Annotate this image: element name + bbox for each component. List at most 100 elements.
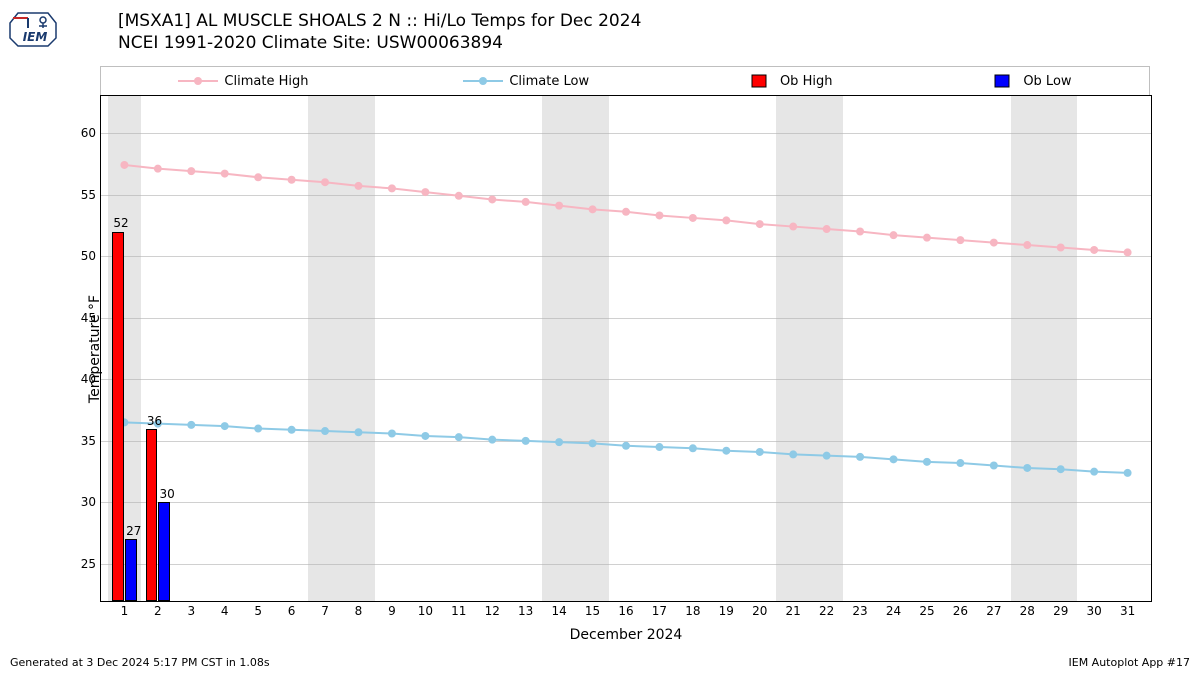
climate-high-line-marker: [288, 176, 296, 184]
climate-high-line-marker: [655, 211, 663, 219]
y-tick-label: 25: [81, 557, 96, 571]
x-tick-label: 2: [154, 604, 162, 618]
climate-high-line-marker: [990, 239, 998, 247]
climate-high-line-marker: [1023, 241, 1031, 249]
x-tick-label: 8: [355, 604, 363, 618]
ob-low-bar: [125, 539, 137, 601]
x-tick-label: 11: [451, 604, 466, 618]
iem-logo: IEM: [8, 8, 63, 48]
climate-low-line-marker: [589, 439, 597, 447]
climate-high-line-marker: [488, 195, 496, 203]
x-tick-label: 31: [1120, 604, 1135, 618]
x-axis-label: December 2024: [570, 627, 683, 643]
climate-high-line-marker: [321, 178, 329, 186]
x-tick-label: 14: [551, 604, 566, 618]
x-tick-label: 9: [388, 604, 396, 618]
climate-high-line-marker: [722, 216, 730, 224]
ob-high-bar-label: 36: [147, 414, 162, 428]
climate-high-line-marker: [923, 234, 931, 242]
climate-low-line-marker: [622, 442, 630, 450]
climate-low-line-marker: [354, 428, 362, 436]
climate-high-line-marker: [689, 214, 697, 222]
climate-high-line-marker: [221, 170, 229, 178]
climate-low-line-marker: [823, 452, 831, 460]
legend-label: Climate Low: [509, 74, 589, 89]
ob-high-bar-label: 52: [113, 216, 128, 230]
climate-high-line-marker: [154, 165, 162, 173]
climate-high-line-marker: [589, 205, 597, 213]
climate-high-line-marker: [622, 208, 630, 216]
ob-low-bar-label: 30: [160, 487, 175, 501]
climate-low-line-marker: [555, 438, 563, 446]
x-tick-label: 22: [819, 604, 834, 618]
x-tick-label: 20: [752, 604, 767, 618]
x-tick-label: 7: [321, 604, 329, 618]
legend: Climate High Climate Low Ob High Ob Low: [100, 66, 1150, 96]
x-tick-label: 4: [221, 604, 229, 618]
ob-low-bar: [158, 502, 170, 601]
climate-high-line-marker: [187, 167, 195, 175]
climate-low-line-marker: [655, 443, 663, 451]
climate-low-line-marker: [254, 425, 262, 433]
climate-high-line-marker: [1124, 248, 1132, 256]
climate-high-line-marker: [756, 220, 764, 228]
x-tick-label: 19: [719, 604, 734, 618]
climate-high-line-marker: [555, 202, 563, 210]
svg-text:IEM: IEM: [23, 30, 48, 44]
climate-low-line-marker: [789, 450, 797, 458]
title-line-1: [MSXA1] AL MUSCLE SHOALS 2 N :: Hi/Lo Te…: [118, 10, 641, 32]
x-tick-label: 30: [1087, 604, 1102, 618]
climate-low-line-marker: [522, 437, 530, 445]
climate-low-line-marker: [388, 429, 396, 437]
x-tick-label: 25: [919, 604, 934, 618]
title-line-2: NCEI 1991-2020 Climate Site: USW00063894: [118, 32, 641, 54]
legend-climate-low: Climate Low: [463, 74, 589, 89]
climate-high-line-marker: [1090, 246, 1098, 254]
ob-high-bar: [112, 232, 124, 602]
legend-climate-high: Climate High: [178, 74, 308, 89]
x-tick-label: 12: [485, 604, 500, 618]
climate-high-line-marker: [254, 173, 262, 181]
x-tick-label: 18: [685, 604, 700, 618]
climate-low-line-marker: [990, 462, 998, 470]
climate-low-line-marker: [421, 432, 429, 440]
climate-low-line-marker: [455, 433, 463, 441]
y-tick-label: 30: [81, 495, 96, 509]
x-tick-label: 10: [418, 604, 433, 618]
ob-low-bar-label: 27: [126, 524, 141, 538]
climate-high-line-marker: [856, 227, 864, 235]
climate-high-line-marker: [823, 225, 831, 233]
x-tick-label: 16: [618, 604, 633, 618]
x-tick-label: 27: [986, 604, 1001, 618]
x-tick-label: 6: [288, 604, 296, 618]
legend-label: Ob High: [780, 74, 833, 89]
climate-low-line-marker: [722, 447, 730, 455]
climate-low-line-marker: [321, 427, 329, 435]
y-tick-label: 40: [81, 372, 96, 386]
y-tick-label: 55: [81, 188, 96, 202]
y-tick-label: 45: [81, 311, 96, 325]
climate-high-line-marker: [789, 223, 797, 231]
x-tick-label: 21: [786, 604, 801, 618]
climate-low-line-marker: [488, 436, 496, 444]
climate-high-line-marker: [120, 161, 128, 169]
climate-low-line-marker: [890, 455, 898, 463]
climate-high-line-marker: [455, 192, 463, 200]
x-tick-label: 13: [518, 604, 533, 618]
footer-app: IEM Autoplot App #17: [1069, 656, 1191, 669]
legend-label: Climate High: [224, 74, 308, 89]
x-tick-label: 28: [1020, 604, 1035, 618]
chart-lines: [101, 96, 1151, 601]
climate-low-line-marker: [856, 453, 864, 461]
climate-low-line-marker: [756, 448, 764, 456]
x-tick-label: 5: [254, 604, 262, 618]
plot-area: Temperature °F December 2024 25303540455…: [100, 95, 1152, 602]
y-tick-label: 35: [81, 434, 96, 448]
climate-low-line-marker: [288, 426, 296, 434]
chart-title: [MSXA1] AL MUSCLE SHOALS 2 N :: Hi/Lo Te…: [118, 10, 641, 54]
climate-low-line-marker: [1057, 465, 1065, 473]
x-tick-label: 1: [121, 604, 129, 618]
climate-high-line-marker: [1057, 244, 1065, 252]
climate-low-line-marker: [956, 459, 964, 467]
climate-high-line-marker: [956, 236, 964, 244]
